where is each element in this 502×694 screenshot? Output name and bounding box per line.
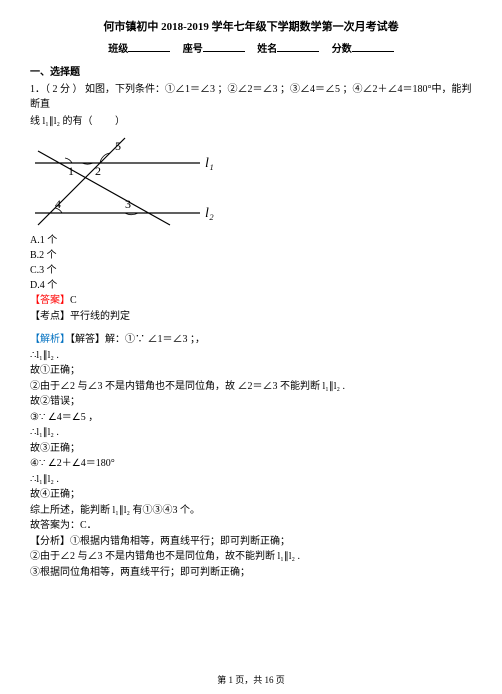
jiexi-line8: 故③正确； [30, 441, 472, 457]
jiexi-line13: 故答案为：C． [30, 518, 472, 534]
jieda-label: 【解答】 [70, 334, 105, 345]
fenxi-line1: ①根据内错角相等，两直线平行；即可判断正确； [70, 536, 290, 547]
option-d: D.4 个 [30, 278, 472, 293]
svg-text:l₂: l₂ [205, 206, 214, 221]
fenxi-line2: ②由于∠2 与∠3 不是内错角也不是同位角，故不能判断 l₁∥l₂ . [30, 549, 472, 565]
svg-text:2: 2 [95, 164, 101, 178]
option-a: A.1 个 [30, 233, 472, 248]
answer-label: 【答案】 [30, 295, 70, 306]
option-b: B.2 个 [30, 248, 472, 263]
jiexi-line3: 故①正确； [30, 363, 472, 379]
options: A.1 个 B.2 个 C.3 个 D.4 个 [30, 233, 472, 293]
section-heading: 一、选择题 [30, 63, 472, 78]
exam-title: 何市镇初中 2018-2019 学年七年级下学期数学第一次月考试卷 [30, 18, 472, 34]
class-label: 班级 [108, 44, 128, 55]
svg-text:3: 3 [125, 197, 131, 211]
jiexi-line6: ③∵ ∠4＝∠5 ， [30, 410, 472, 426]
jiexi-line7: ∴l₁∥l₂ . [30, 425, 472, 441]
geometry-diagram: 5 1 2 4 3 l₁ l₂ [30, 133, 472, 231]
page-footer: 第 1 页，共 16 页 [0, 673, 502, 686]
svg-text:4: 4 [55, 197, 61, 211]
jiexi-line1: 解：①∵ ∠1＝∠3 ；， [105, 334, 205, 345]
jiexi-line4: ②由于∠2 与∠3 不是内错角也不是同位角，故 ∠2＝∠3 不能判断 l₁∥l₂… [30, 379, 472, 395]
svg-text:l₁: l₁ [205, 156, 214, 171]
jiexi-line5: 故②错误； [30, 394, 472, 410]
answer-value: C [70, 295, 77, 306]
fenxi-label: 【分析】 [30, 536, 70, 547]
kaodian-label: 【考点】 [30, 311, 70, 322]
jiexi-line10: ∴l₁∥l₂ . [30, 472, 472, 488]
name-underline [277, 40, 319, 52]
class-underline [128, 40, 170, 52]
kaodian-value: 平行线的判定 [70, 311, 130, 322]
jiexi-line11: 故④正确； [30, 487, 472, 503]
svg-text:1: 1 [68, 164, 74, 178]
jiexi-line9: ④∵ ∠2＋∠4＝180° [30, 456, 472, 472]
score-underline [352, 40, 394, 52]
seat-label: 座号 [183, 44, 203, 55]
score-label: 分数 [332, 44, 352, 55]
jiexi-label: 【解析】 [30, 334, 70, 345]
name-label: 姓名 [257, 44, 277, 55]
header-fields: 班级 座号 姓名 分数 [30, 40, 472, 55]
question-line2: 线 l₁∥l₂ 的有（ ） [30, 114, 472, 129]
jiexi-line2: ∴l₁∥l₂ . [30, 348, 472, 364]
question-line1: 1．（ 2 分 ） 如图，下列条件：①∠1＝∠3 ；②∠2＝∠3 ；③∠4＝∠5… [30, 82, 472, 112]
jiexi-line12: 综上所述，能判断 l₁∥l₂ 有①③④3 个。 [30, 503, 472, 519]
fenxi-line3: ③根据同位角相等，两直线平行；即可判断正确； [30, 565, 472, 581]
option-c: C.3 个 [30, 263, 472, 278]
explanation-block: 【答案】C 【考点】平行线的判定 【解析】【解答】解：①∵ ∠1＝∠3 ；， ∴… [30, 293, 472, 580]
svg-text:5: 5 [115, 139, 121, 153]
seat-underline [203, 40, 245, 52]
